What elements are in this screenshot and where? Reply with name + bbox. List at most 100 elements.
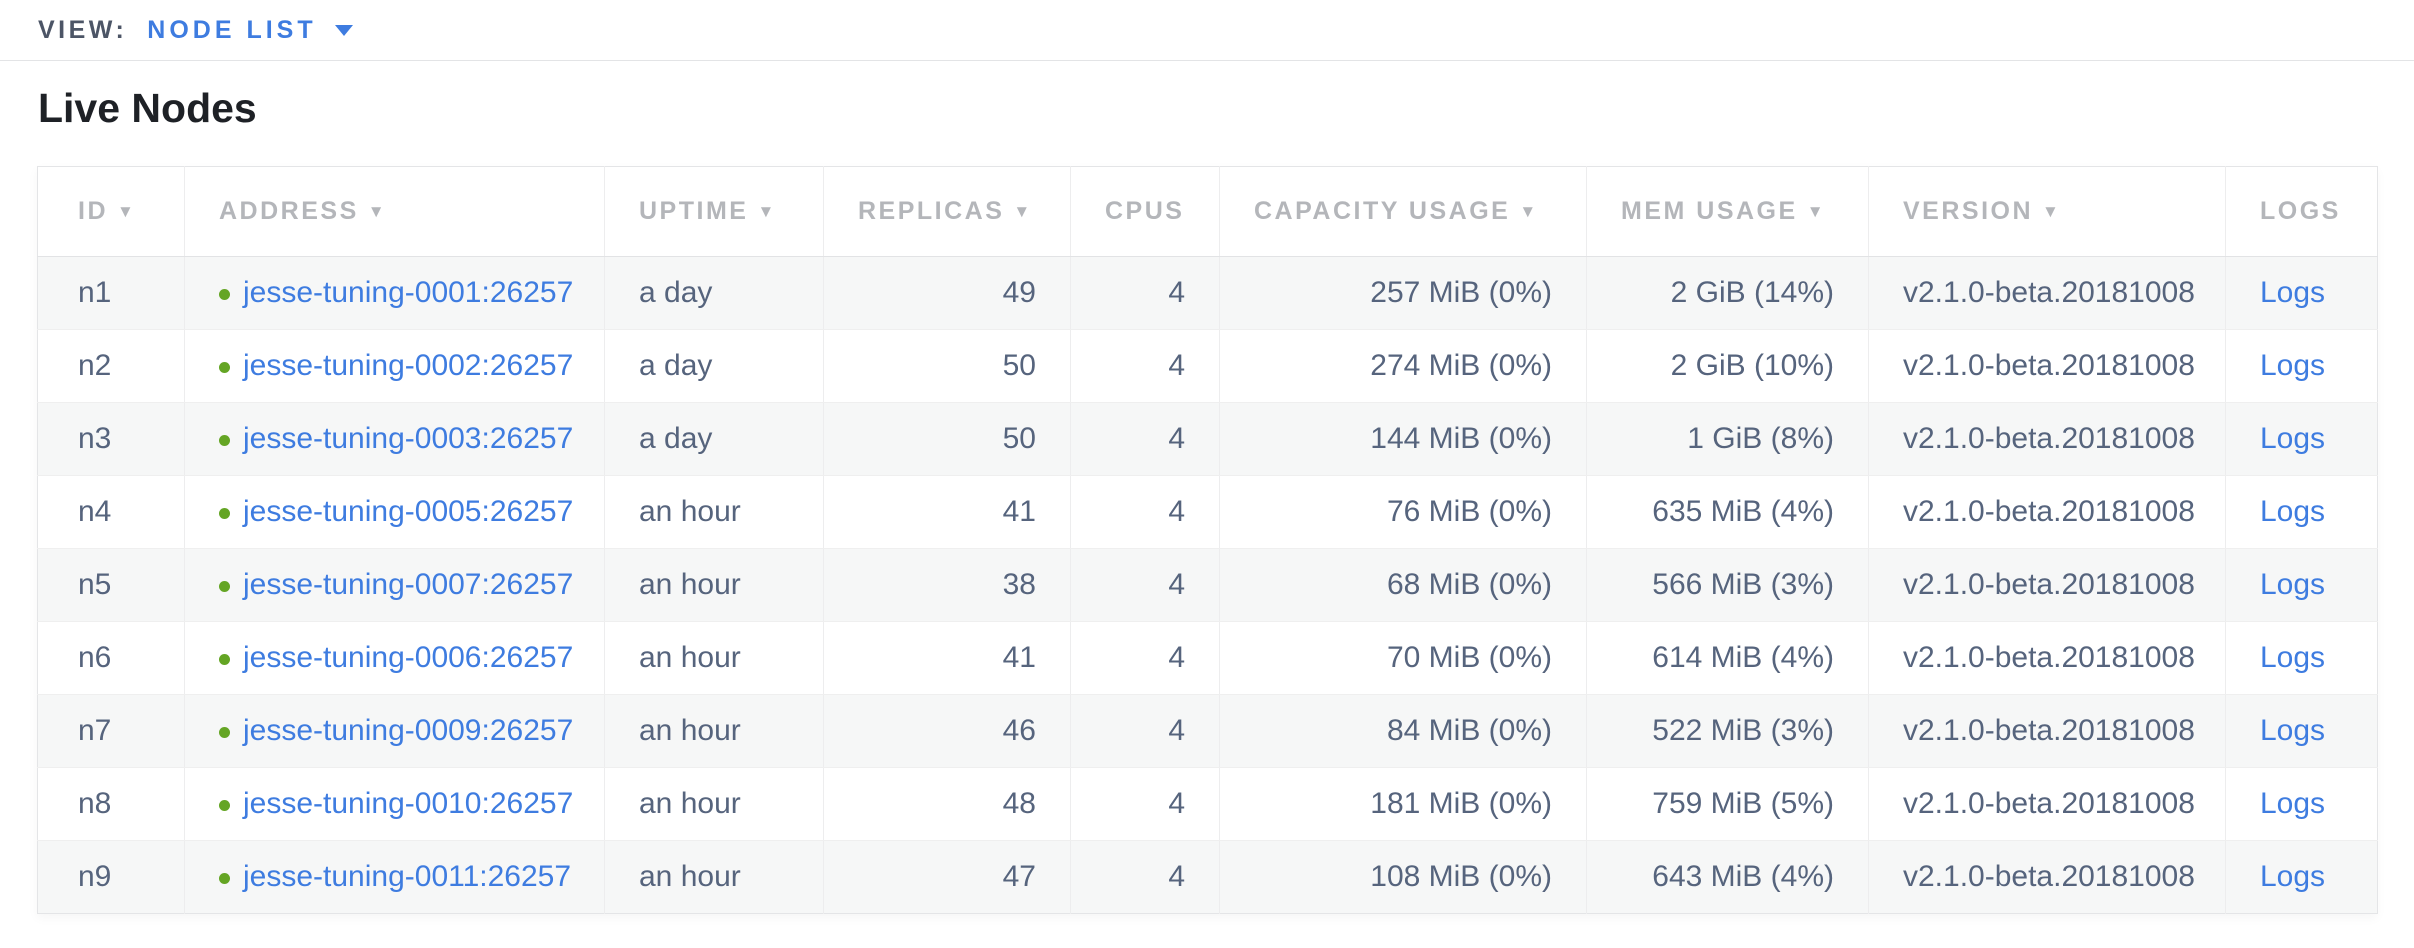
node-mem-usage-cell: 614 MiB (4%) [1586, 621, 1869, 695]
sort-desc-icon: ▼ [1806, 202, 1827, 221]
node-live-status-icon [219, 289, 230, 300]
node-address-link[interactable]: jesse-tuning-0002:26257 [243, 349, 574, 382]
node-logs-link[interactable]: Logs [2260, 276, 2326, 309]
column-header-cpus[interactable]: CPUS [1070, 166, 1220, 257]
node-logs-cell: Logs [2225, 402, 2378, 476]
node-logs-cell: Logs [2225, 840, 2378, 914]
node-mem-usage-cell: 522 MiB (3%) [1586, 694, 1869, 768]
table-row: n9 jesse-tuning-0011:26257 an hour 47 4 … [37, 840, 2378, 914]
table-row: n5 jesse-tuning-0007:26257 an hour 38 4 … [37, 548, 2378, 622]
node-capacity-usage-cell: 181 MiB (0%) [1219, 767, 1587, 841]
node-logs-link[interactable]: Logs [2260, 349, 2326, 382]
node-mem-usage-cell: 635 MiB (4%) [1586, 475, 1869, 549]
node-logs-cell: Logs [2225, 694, 2378, 768]
node-id-cell: n4 [37, 475, 185, 549]
node-cpus-cell: 4 [1070, 694, 1220, 768]
node-live-status-icon [219, 654, 230, 665]
node-id-cell: n3 [37, 402, 185, 476]
node-mem-usage-cell: 2 GiB (14%) [1586, 256, 1869, 330]
node-address-link[interactable]: jesse-tuning-0005:26257 [243, 495, 574, 528]
node-live-status-icon [219, 581, 230, 592]
column-header-replicas[interactable]: REPLICAS ▼ [823, 166, 1071, 257]
column-header-capacity-usage[interactable]: CAPACITY USAGE ▼ [1219, 166, 1587, 257]
view-selected-value: NODE LIST [147, 15, 317, 44]
node-live-status-icon [219, 800, 230, 811]
node-id-cell: n6 [37, 621, 185, 695]
column-header-address[interactable]: ADDRESS ▼ [184, 166, 605, 257]
column-header-version[interactable]: VERSION ▼ [1868, 166, 2226, 257]
node-version-cell: v2.1.0-beta.20181008 [1868, 329, 2226, 403]
node-logs-link[interactable]: Logs [2260, 495, 2326, 528]
node-mem-usage-cell: 2 GiB (10%) [1586, 329, 1869, 403]
node-logs-link[interactable]: Logs [2260, 860, 2326, 893]
node-address-link[interactable]: jesse-tuning-0001:26257 [243, 276, 574, 309]
sort-desc-icon: ▼ [117, 202, 137, 221]
node-logs-cell: Logs [2225, 767, 2378, 841]
view-selector-dropdown[interactable]: NODE LIST [147, 15, 353, 45]
node-mem-usage-cell: 566 MiB (3%) [1586, 548, 1869, 622]
node-version-cell: v2.1.0-beta.20181008 [1868, 767, 2226, 841]
node-uptime-cell: an hour [604, 475, 824, 549]
node-capacity-usage-cell: 108 MiB (0%) [1219, 840, 1587, 914]
node-cpus-cell: 4 [1070, 548, 1220, 622]
node-address-link[interactable]: jesse-tuning-0006:26257 [243, 641, 574, 674]
node-logs-link[interactable]: Logs [2260, 787, 2326, 820]
node-address-link[interactable]: jesse-tuning-0010:26257 [243, 787, 574, 820]
node-live-status-icon [219, 873, 230, 884]
node-capacity-usage-cell: 76 MiB (0%) [1219, 475, 1587, 549]
node-replicas-cell: 47 [823, 840, 1071, 914]
node-id-cell: n7 [37, 694, 185, 768]
sort-desc-icon: ▼ [2042, 202, 2062, 221]
node-address-link[interactable]: jesse-tuning-0011:26257 [243, 860, 572, 893]
node-version-cell: v2.1.0-beta.20181008 [1868, 402, 2226, 476]
sort-desc-icon: ▼ [1013, 202, 1033, 221]
node-live-status-icon [219, 727, 230, 738]
node-replicas-cell: 48 [823, 767, 1071, 841]
sort-desc-icon: ▼ [1519, 202, 1539, 221]
node-capacity-usage-cell: 274 MiB (0%) [1219, 329, 1587, 403]
node-live-status-icon [219, 435, 230, 446]
table-row: n7 jesse-tuning-0009:26257 an hour 46 4 … [37, 694, 2378, 768]
node-id-cell: n8 [37, 767, 185, 841]
sort-desc-icon: ▼ [367, 202, 388, 221]
node-logs-link[interactable]: Logs [2260, 568, 2326, 601]
view-label: VIEW: [38, 15, 128, 44]
node-id-cell: n9 [78, 860, 112, 893]
node-cpus-cell: 4 [1070, 840, 1220, 914]
node-replicas-cell: 41 [823, 621, 1071, 695]
node-address-cell: jesse-tuning-0005:26257 [184, 475, 605, 549]
node-uptime-cell: an hour [604, 694, 824, 768]
chevron-down-icon [334, 24, 353, 36]
node-address-link[interactable]: jesse-tuning-0009:26257 [243, 714, 574, 747]
node-version-cell: v2.1.0-beta.20181008 [1868, 694, 2226, 768]
node-mem-usage-cell: 643 MiB (4%) [1586, 840, 1869, 914]
column-header-id[interactable]: ID ▼ [37, 166, 185, 257]
node-replicas-cell: 50 [823, 402, 1071, 476]
sort-desc-icon: ▼ [757, 202, 777, 221]
node-mem-usage-cell: 759 MiB (5%) [1586, 767, 1869, 841]
node-logs-link[interactable]: Logs [2260, 641, 2326, 674]
page-title: Live Nodes [38, 85, 257, 131]
node-uptime-cell: a day [604, 402, 824, 476]
table-row: n8 jesse-tuning-0010:26257 an hour 48 4 … [37, 767, 2378, 841]
node-capacity-usage-cell: 144 MiB (0%) [1219, 402, 1587, 476]
node-version-cell: v2.1.0-beta.20181008 [1868, 840, 2226, 914]
node-replicas-cell: 50 [823, 329, 1071, 403]
node-address-link[interactable]: jesse-tuning-0003:26257 [243, 422, 574, 455]
column-header-uptime[interactable]: UPTIME ▼ [604, 166, 824, 257]
node-address-link[interactable]: jesse-tuning-0007:26257 [243, 568, 574, 601]
node-address-cell: jesse-tuning-0010:26257 [184, 767, 605, 841]
node-replicas-cell: 46 [823, 694, 1071, 768]
node-logs-link[interactable]: Logs [2260, 714, 2326, 747]
node-address-cell: jesse-tuning-0009:26257 [184, 694, 605, 768]
node-logs-cell: Logs [2225, 256, 2378, 330]
node-version-cell: v2.1.0-beta.20181008 [1868, 621, 2226, 695]
node-version-cell: v2.1.0-beta.20181008 [1868, 256, 2226, 330]
table-row: n3 jesse-tuning-0003:26257 a day 50 4 14… [37, 402, 2378, 476]
node-logs-link[interactable]: Logs [2260, 422, 2326, 455]
node-id-cell: n5 [37, 548, 185, 622]
column-header-mem-usage[interactable]: MEM USAGE ▼ [1586, 166, 1869, 257]
node-cpus-cell: 4 [1070, 329, 1220, 403]
table-row: n1 jesse-tuning-0001:26257 a day 49 4 25… [37, 256, 2378, 330]
node-uptime-cell: a day [604, 329, 824, 403]
